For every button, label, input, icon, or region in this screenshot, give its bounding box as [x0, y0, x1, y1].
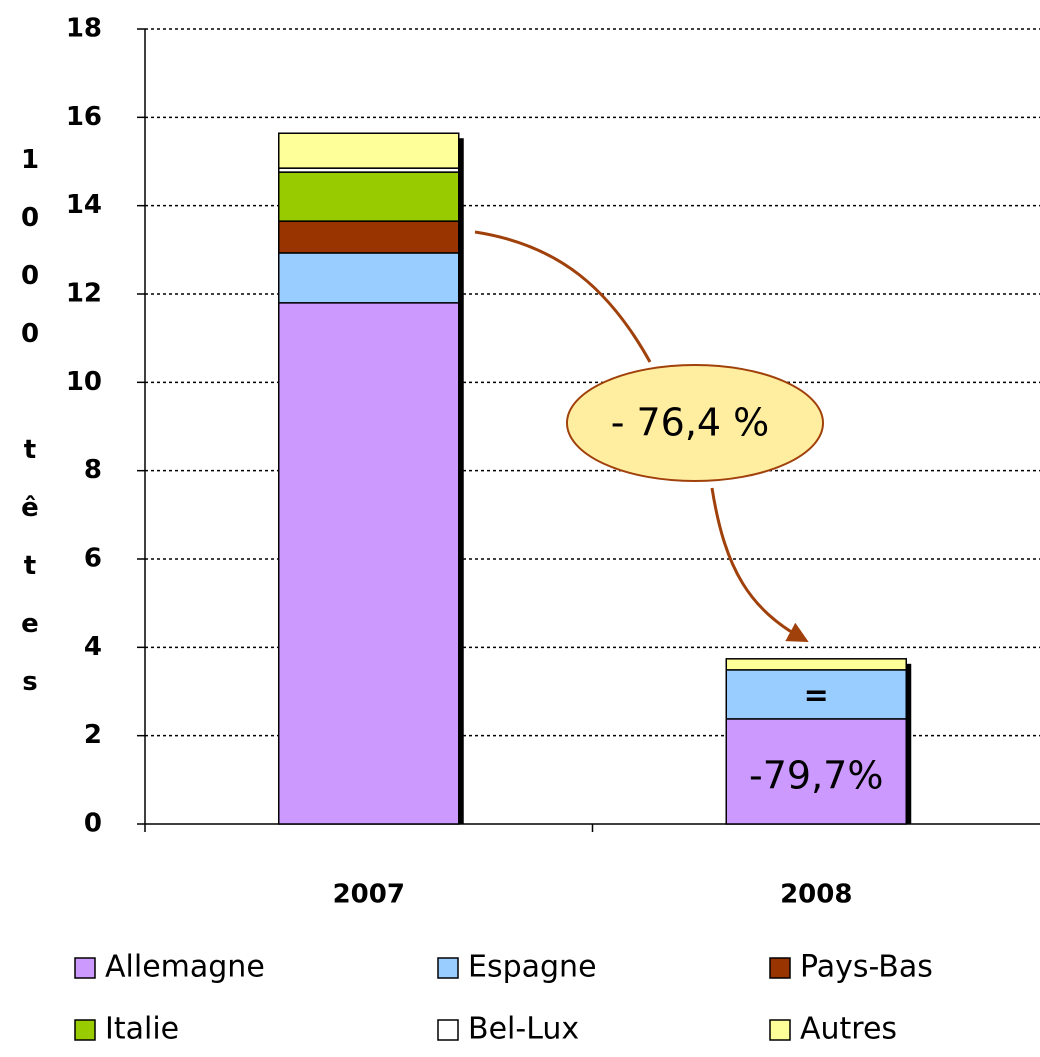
y-tick-label: 6	[84, 544, 102, 574]
y-tick-label: 2	[84, 720, 102, 750]
legend-label: Espagne	[468, 950, 597, 985]
bar-segment	[278, 220, 460, 254]
y-tick-label: 12	[66, 279, 102, 309]
legend-label: Bel-Lux	[468, 1012, 579, 1047]
bar-segment	[278, 132, 460, 169]
legend-swatch	[437, 957, 459, 979]
bar-segment	[278, 171, 460, 222]
y-tick-label: 4	[84, 632, 102, 662]
x-tick-label: 2007	[333, 880, 405, 910]
legend-swatch	[769, 957, 791, 979]
legend-swatch	[437, 1019, 459, 1041]
legend-swatch	[74, 957, 96, 979]
bar-segment	[725, 718, 907, 825]
legend-label: Autres	[800, 1012, 897, 1047]
y-tick-label: 0	[84, 809, 102, 839]
legend-swatch	[769, 1019, 791, 1041]
bar-segment	[278, 302, 460, 825]
bar-segment	[725, 669, 907, 720]
annotation: -79,7%	[749, 754, 883, 798]
bar-segment	[725, 658, 907, 671]
y-tick-label: 16	[66, 102, 102, 132]
annotation: - 76,4 %	[611, 401, 770, 445]
y-tick-label: 8	[84, 455, 102, 485]
callout	[566, 364, 824, 482]
x-tick-label: 2008	[780, 880, 852, 910]
legend-label: Italie	[105, 1012, 179, 1047]
arrow	[710, 487, 809, 643]
legend-swatch	[74, 1019, 96, 1041]
y-tick-label: 14	[66, 190, 102, 220]
annotation: =	[804, 679, 829, 714]
y-tick-label: 10	[66, 367, 102, 397]
legend-label: Pays-Bas	[800, 950, 933, 985]
bar-segment	[278, 252, 460, 304]
legend-label: Allemagne	[105, 950, 265, 985]
arrow	[474, 230, 652, 363]
y-tick-label: 18	[66, 14, 102, 44]
